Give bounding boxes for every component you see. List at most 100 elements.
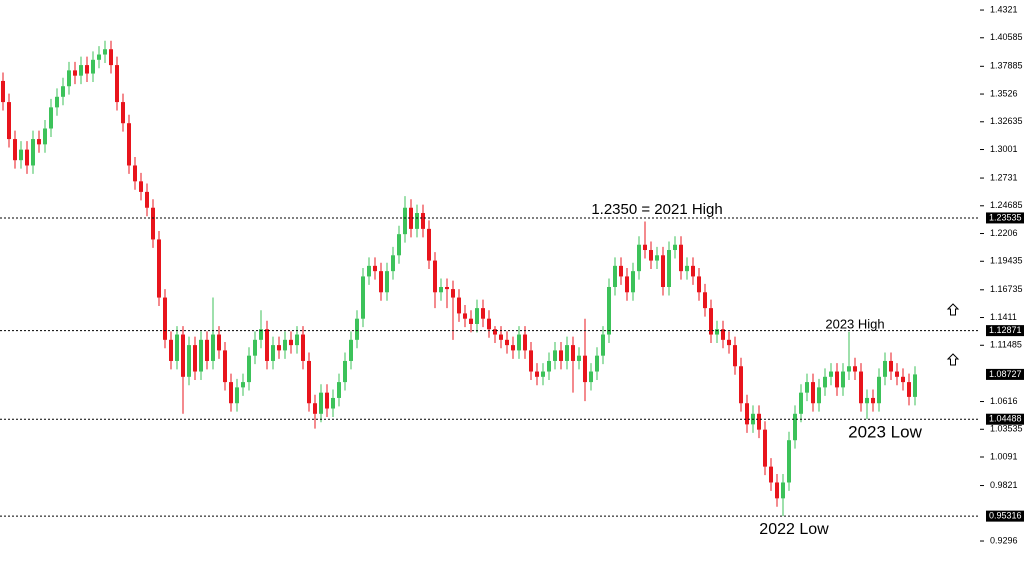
candle-body [697,276,701,293]
candle-body [163,297,167,340]
candle-body [727,339,731,346]
candle-body [295,334,299,346]
candle-body [349,339,353,361]
candle-body [343,360,347,383]
candle-body [373,265,377,272]
last-price-label: 1.08727 [989,369,1022,379]
candle-body [241,382,245,388]
candle-body [79,65,83,76]
candle-body [817,387,821,404]
candle-body [859,371,863,404]
candle-body [433,260,437,293]
candle-body [19,149,23,161]
candle-body [673,244,677,251]
candle-body [223,350,227,383]
annotation: 2023 High [825,316,884,331]
y-tick-label: 1.0091 [990,451,1018,461]
candle-body [469,318,473,324]
annotation: 2023 Low [848,422,922,441]
candle-body [889,360,893,372]
candle-body [445,286,449,290]
candle-body [61,86,65,97]
candle-body [361,276,365,319]
candle-body [715,329,719,335]
candle-body [565,345,569,361]
candle-body [475,308,479,324]
level-label: 0.95316 [989,510,1022,520]
y-tick-label: 1.11485 [990,340,1022,350]
candle-body [199,339,203,372]
candle-body [685,265,689,272]
candle-body [799,392,803,414]
candle-body [103,49,107,55]
candle-body [145,191,149,208]
candle-body [901,376,905,383]
candle-body [151,207,155,240]
candle-body [541,371,545,377]
candle-body [847,366,851,372]
candle-body [277,345,281,351]
candle-body [211,334,215,361]
candle-body [301,334,305,361]
candle-body [265,329,269,361]
candle-body [613,265,617,287]
candle-body [43,128,47,145]
level-label-box [986,212,1024,224]
candle-body [271,345,275,361]
candle-body [865,397,869,404]
candle-body [595,355,599,372]
y-tick-label: 1.32635 [990,116,1023,126]
candle-body [439,286,443,293]
y-tick-label: 1.2731 [990,172,1018,182]
candle-body [427,228,431,261]
candle-body [49,107,53,129]
annotation: 2022 Low [759,521,829,538]
candle-body [679,244,683,272]
candle-body [175,334,179,361]
candle-body [577,355,581,361]
candle-body [745,403,749,425]
candle-body [139,181,143,192]
y-tick-label: 1.1411 [990,312,1017,322]
candle-body [625,276,629,293]
candle-body [247,355,251,383]
y-tick-label: 1.3526 [990,88,1018,98]
candle-body [769,466,773,483]
candle-body [535,371,539,377]
candle-body [7,102,11,140]
candle-body [157,239,161,298]
candle-body [487,318,491,330]
level-label: 1.12871 [989,325,1022,335]
candle-body [67,70,71,87]
candle-body [481,308,485,319]
candle-body [829,371,833,377]
candle-body [391,255,395,272]
candle-body [637,244,641,272]
candle-body [649,250,653,261]
candle-body [793,413,797,441]
candle-body [877,376,881,404]
candle-body [307,360,311,404]
candle-body [289,339,293,346]
candle-body [187,345,191,377]
y-tick-label: 1.24685 [990,200,1023,210]
candle-body [181,334,185,377]
candle-body [787,440,791,483]
candle-body [91,59,95,74]
candle-body [31,139,35,166]
candle-body [667,250,671,287]
candle-body [505,339,509,346]
candle-body [217,334,221,351]
y-tick-label: 1.40585 [990,32,1023,42]
candle-body [835,371,839,388]
candle-body [907,382,911,397]
candle-body [403,207,407,235]
candle-body [73,70,77,76]
level-label-box [986,325,1024,337]
candle-body [517,334,521,351]
y-tick-label: 1.0616 [990,396,1018,406]
candle-body [463,313,467,319]
candle-body [493,329,497,335]
candle-body [13,139,17,161]
